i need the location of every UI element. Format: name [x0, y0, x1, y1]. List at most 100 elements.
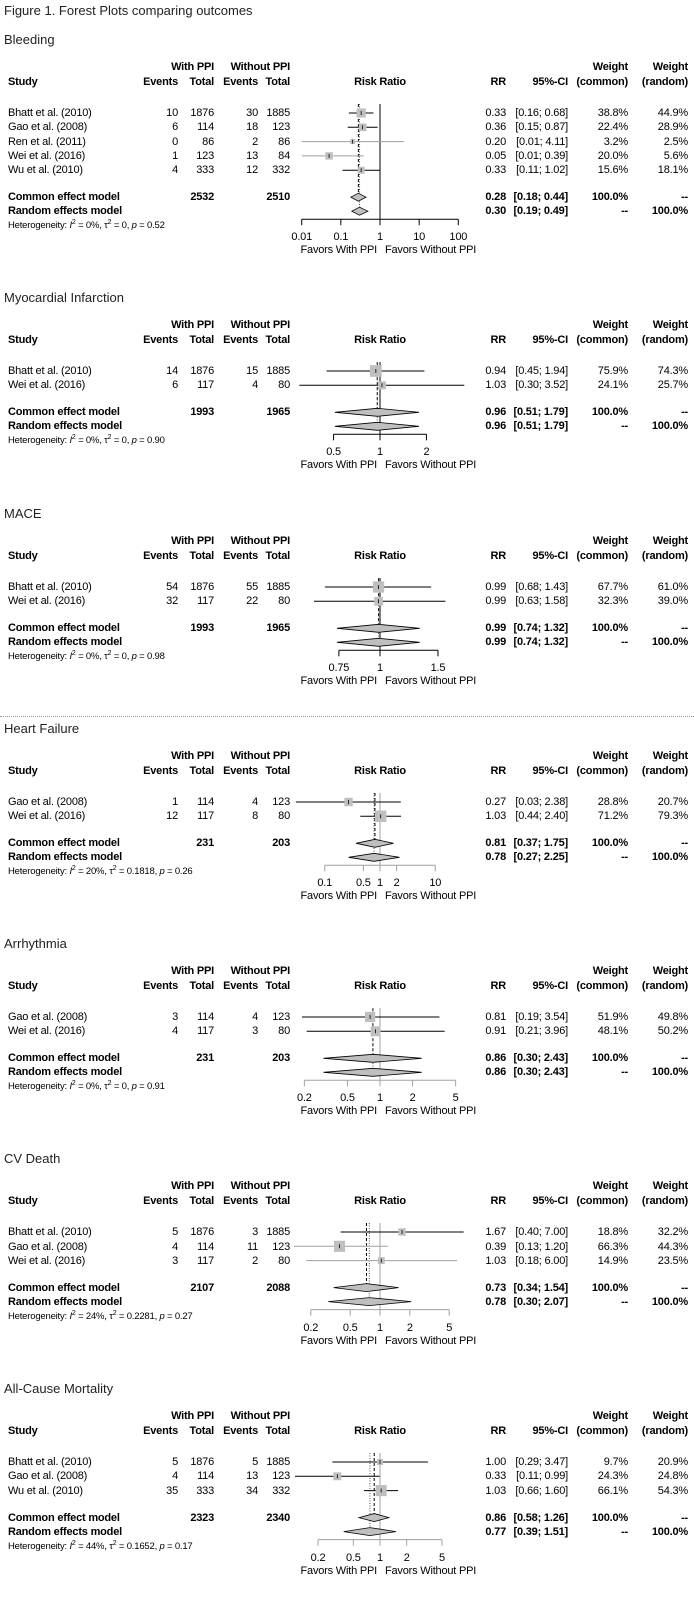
weight-common: 9.7% — [603, 1456, 628, 1468]
common-model-label: Common effect model — [8, 837, 120, 850]
total-with: 333 — [196, 164, 214, 177]
header-without-ppi: Without PPI — [230, 1180, 291, 1193]
weight-common: 15.6% — [597, 164, 628, 177]
common-model-label: Common effect model — [8, 1052, 120, 1065]
total-without: 123 — [272, 1470, 290, 1483]
panel-title: CV Death — [4, 1151, 61, 1167]
header-weight-random: Weight — [652, 534, 688, 547]
total-without: 1885 — [266, 580, 290, 593]
x-tick-label: 0.1 — [317, 877, 333, 890]
weight-random: 5.6% — [663, 149, 688, 162]
header-total-with: Total — [189, 980, 215, 993]
total-with: 1876 — [190, 1226, 214, 1239]
equals: = — [139, 650, 145, 662]
header-weight-common: Weight — [592, 61, 628, 73]
header-rr: RR — [490, 764, 507, 777]
common-weight-random: -- — [681, 621, 688, 634]
common-total-without: 1965 — [266, 406, 290, 419]
header-with-ppi: With PPI — [171, 61, 214, 73]
risk-ratio-value: 1.03 — [485, 379, 506, 392]
events-with: 54 — [166, 580, 178, 593]
risk-ratio-value: 0.27 — [485, 795, 506, 808]
total-with: 114 — [197, 1240, 214, 1253]
common-total-without: 1965 — [266, 621, 290, 634]
heterogeneity-stats: Heterogeneity: I2 = 44%, τ2 = 0.1652, p … — [8, 1539, 193, 1552]
events-with: 5 — [172, 1456, 178, 1468]
header-weight-random: Weight — [652, 749, 688, 762]
weight-random: 50.2% — [657, 1025, 688, 1038]
header-weight-common: Weight — [592, 1180, 628, 1193]
superscript: 2 — [112, 1309, 117, 1317]
events-with: 6 — [172, 379, 178, 392]
random-weight-random: 100.0% — [651, 1525, 688, 1538]
header-study: Study — [8, 549, 38, 562]
risk-ratio-value: 0.91 — [485, 1025, 506, 1038]
i2-symbol: I — [69, 1310, 72, 1322]
favors-right-label: Favors Without PPI — [385, 459, 477, 472]
common-weight-common: 100.0% — [591, 1052, 628, 1065]
random-diamond — [348, 852, 400, 862]
study-name: Gao et al. (2008) — [8, 795, 88, 808]
total-without: 332 — [272, 1484, 290, 1497]
confidence-interval: [0.63; 1.58] — [515, 594, 568, 607]
events-with: 4 — [172, 1025, 178, 1038]
total-with: 114 — [197, 1011, 214, 1024]
total-with: 123 — [196, 149, 214, 162]
events-without: 4 — [252, 795, 258, 808]
plot-marks — [299, 362, 465, 435]
forest-plot — [295, 792, 436, 872]
risk-ratio-value: 0.94 — [485, 365, 506, 378]
weight-random: 18.1% — [657, 164, 688, 177]
header-ci: 95%-CI — [532, 764, 569, 777]
header-risk-ratio: Risk Ratio — [354, 764, 406, 777]
header-risk-ratio: Risk Ratio — [354, 1425, 406, 1437]
header-without-ppi: Without PPI — [230, 61, 291, 73]
random-ci: [0.39; 1.51] — [513, 1525, 569, 1538]
header-ci: 95%-CI — [532, 76, 569, 88]
total-without: 1885 — [266, 1456, 290, 1468]
risk-ratio-value: 1.67 — [485, 1226, 506, 1239]
forest-panel-mace: MACE With PPI Without PPI Weight Weight Study… — [0, 506, 694, 689]
header-study: Study — [8, 980, 38, 993]
panel-title: MACE — [4, 505, 42, 521]
panel-title: All-Cause Mortality — [4, 1381, 114, 1396]
header-weight-common-sub: (common) — [576, 980, 628, 993]
random-weight-random: 100.0% — [651, 635, 688, 648]
events-with: 32 — [166, 594, 178, 607]
x-tick-label: 2 — [423, 446, 430, 459]
header-events-without: Events — [223, 980, 258, 993]
header-events-with: Events — [143, 1425, 178, 1437]
equals: = — [167, 1540, 173, 1552]
p-symbol: p — [159, 1310, 165, 1322]
common-diamond — [349, 192, 367, 202]
common-weight-common: 100.0% — [591, 621, 628, 634]
events-without: 8 — [252, 810, 258, 823]
random-diamond — [343, 1527, 396, 1537]
weight-random: 24.8% — [657, 1470, 688, 1483]
p-symbol: p — [131, 435, 137, 447]
total-with: 1876 — [190, 1456, 214, 1468]
favors-left-label: Favors With PPI — [300, 1334, 378, 1347]
plot-marks — [301, 104, 405, 220]
header-total-without: Total — [265, 980, 291, 993]
common-weight-random: -- — [681, 1511, 688, 1524]
random-model-label: Random effects model — [8, 1525, 122, 1538]
header-weight-common: Weight — [592, 749, 628, 762]
equals: = — [139, 435, 145, 447]
study-name: Wei et al. (2016) — [8, 810, 86, 823]
risk-ratio-value: 1.03 — [485, 810, 506, 823]
confidence-interval: [0.30; 3.52] — [515, 379, 568, 392]
risk-ratio-value: 0.33 — [485, 107, 506, 119]
header-weight-common: Weight — [592, 1410, 628, 1422]
header-with-ppi: With PPI — [171, 965, 214, 978]
random-ci: [0.19; 0.49] — [513, 205, 569, 218]
total-with: 114 — [197, 121, 214, 134]
x-tick-label: 0.2 — [303, 1321, 319, 1334]
study-name: Gao et al. (2008) — [8, 1470, 88, 1483]
header-weight-common: Weight — [592, 965, 628, 978]
het-label: Heterogeneity: — [8, 220, 67, 232]
random-rr: 0.78 — [485, 1295, 506, 1308]
i2-symbol: I — [69, 220, 72, 232]
common-diamond — [357, 1513, 391, 1523]
header-events-without: Events — [223, 549, 258, 562]
